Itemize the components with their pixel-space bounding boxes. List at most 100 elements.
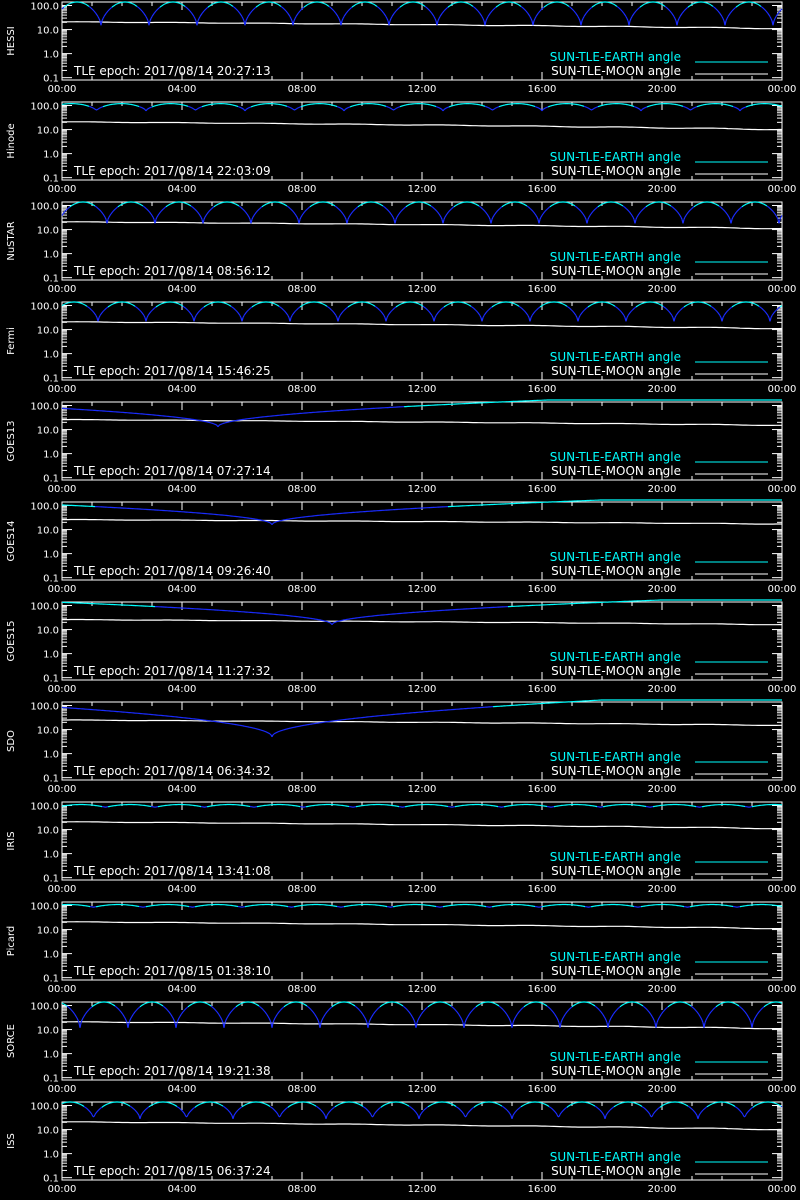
earth-angle-segment	[777, 307, 780, 310]
earth-angle-segment	[595, 106, 598, 109]
earth-angle-segment	[710, 305, 713, 308]
earth-angle-segment	[719, 315, 722, 318]
earth-angle-segment	[439, 309, 442, 311]
earth-angle-segment	[226, 303, 229, 306]
earth-angle-segment	[200, 308, 203, 310]
earth-angle-segment	[677, 212, 680, 215]
earth-angle-segment	[492, 305, 495, 307]
earth-angle-segment	[467, 303, 470, 306]
earth-angle-segment	[218, 424, 221, 426]
earth-angle-segment	[429, 204, 432, 207]
earth-angle-segment	[768, 207, 771, 209]
earth-angle-segment	[160, 209, 163, 212]
x-tick-label: 00:00	[48, 584, 77, 595]
earth-angle-segment	[717, 204, 720, 207]
earth-angle-segment	[596, 206, 599, 208]
earth-angle-segment	[194, 208, 197, 211]
legend-moon-label: SUN-TLE-MOON angle	[551, 464, 681, 478]
legend-earth-label: SUN-TLE-EARTH angle	[550, 50, 681, 64]
earth-angle-segment	[116, 206, 119, 208]
earth-angle-segment	[430, 11, 433, 14]
earth-angle-segment	[577, 317, 580, 322]
x-tick-label: 20:00	[648, 284, 677, 295]
earth-angle-segment	[551, 204, 554, 206]
earth-angle-segment	[592, 5, 595, 7]
earth-angle-segment	[247, 309, 250, 311]
earth-angle-segment	[389, 18, 392, 22]
earth-angle-segment	[305, 208, 308, 211]
earth-angle-segment	[598, 204, 601, 207]
earth-angle-segment	[197, 107, 200, 110]
earth-angle-segment	[455, 204, 458, 206]
earth-angle-segment	[773, 212, 776, 215]
earth-angle-segment	[298, 306, 301, 309]
earth-angle-segment	[301, 213, 304, 216]
earth-angle-segment	[205, 7, 208, 10]
x-tick-label: 16:00	[528, 84, 557, 95]
earth-angle-segment	[300, 8, 303, 11]
earth-angle-segment	[193, 317, 196, 322]
earth-angle-segment	[372, 3, 375, 5]
earth-angle-segment	[493, 304, 496, 307]
earth-angle-segment	[114, 207, 117, 210]
earth-angle-segment	[515, 303, 518, 306]
earth-angle-segment	[680, 216, 683, 220]
earth-angle-segment	[189, 106, 192, 109]
y-tick-label: 1.0	[43, 350, 59, 361]
earth-angle-segment	[530, 208, 533, 211]
earth-angle-segment	[389, 107, 392, 110]
earth-angle-segment	[523, 8, 526, 11]
earth-angle-segment	[492, 108, 495, 111]
earth-angle-segment	[480, 207, 483, 209]
earth-angle-segment	[62, 303, 65, 306]
earth-angle-segment	[634, 10, 637, 13]
earth-angle-segment	[571, 203, 574, 206]
earth-angle-segment	[587, 9, 590, 12]
earth-angle-segment	[493, 213, 496, 216]
earth-angle-segment	[642, 207, 645, 210]
earth-angle-segment	[712, 5, 715, 8]
earth-angle-segment	[285, 204, 288, 207]
earth-angle-segment	[187, 8, 190, 11]
earth-angle-segment	[758, 4, 761, 7]
earth-angle-segment	[279, 306, 282, 309]
earth-angle-segment	[432, 14, 435, 17]
earth-angle-segment	[731, 9, 734, 12]
earth-angle-segment	[146, 108, 149, 110]
earth-angle-segment	[435, 209, 438, 212]
earth-angle-segment	[647, 204, 650, 206]
earth-angle-segment	[97, 16, 100, 19]
earth-angle-segment	[693, 205, 696, 208]
panel-goes14: 100.010.01.00.100:00 04:00 08:00 12:00 16:00…	[6, 499, 796, 595]
earth-angle-segment	[442, 10, 445, 13]
earth-angle-segment	[207, 303, 210, 306]
earth-angle-segment	[642, 107, 645, 110]
earth-angle-segment	[395, 107, 398, 110]
earth-angle-segment	[739, 207, 742, 209]
earth-angle-segment	[688, 5, 691, 7]
earth-angle-segment	[191, 13, 194, 16]
x-tick-label: 20:00	[648, 84, 677, 95]
earth-angle-segment	[761, 308, 764, 310]
earth-angle-segment	[241, 107, 244, 110]
earth-angle-segment	[331, 8, 334, 11]
legend-moon-label: SUN-TLE-MOON angle	[551, 364, 681, 378]
earth-angle-segment	[439, 14, 442, 17]
earth-angle-segment	[117, 205, 120, 208]
earth-angle-segment	[568, 5, 571, 8]
earth-angle-segment	[446, 212, 449, 215]
earth-angle-segment	[577, 207, 580, 210]
earth-angle-segment	[242, 18, 245, 22]
earth-angle-segment	[287, 315, 290, 318]
earth-angle-segment	[495, 303, 498, 306]
earth-angle-segment	[195, 108, 198, 111]
earth-angle-segment	[742, 107, 745, 109]
earth-angle-segment	[324, 304, 327, 307]
earth-angle-segment	[482, 18, 485, 22]
earth-angle-segment	[231, 306, 234, 309]
earth-angle-segment	[620, 204, 623, 206]
earth-angle-segment	[711, 5, 714, 7]
earth-angle-segment	[678, 310, 681, 312]
earth-angle-segment	[381, 312, 384, 315]
earth-angle-segment	[293, 18, 296, 22]
